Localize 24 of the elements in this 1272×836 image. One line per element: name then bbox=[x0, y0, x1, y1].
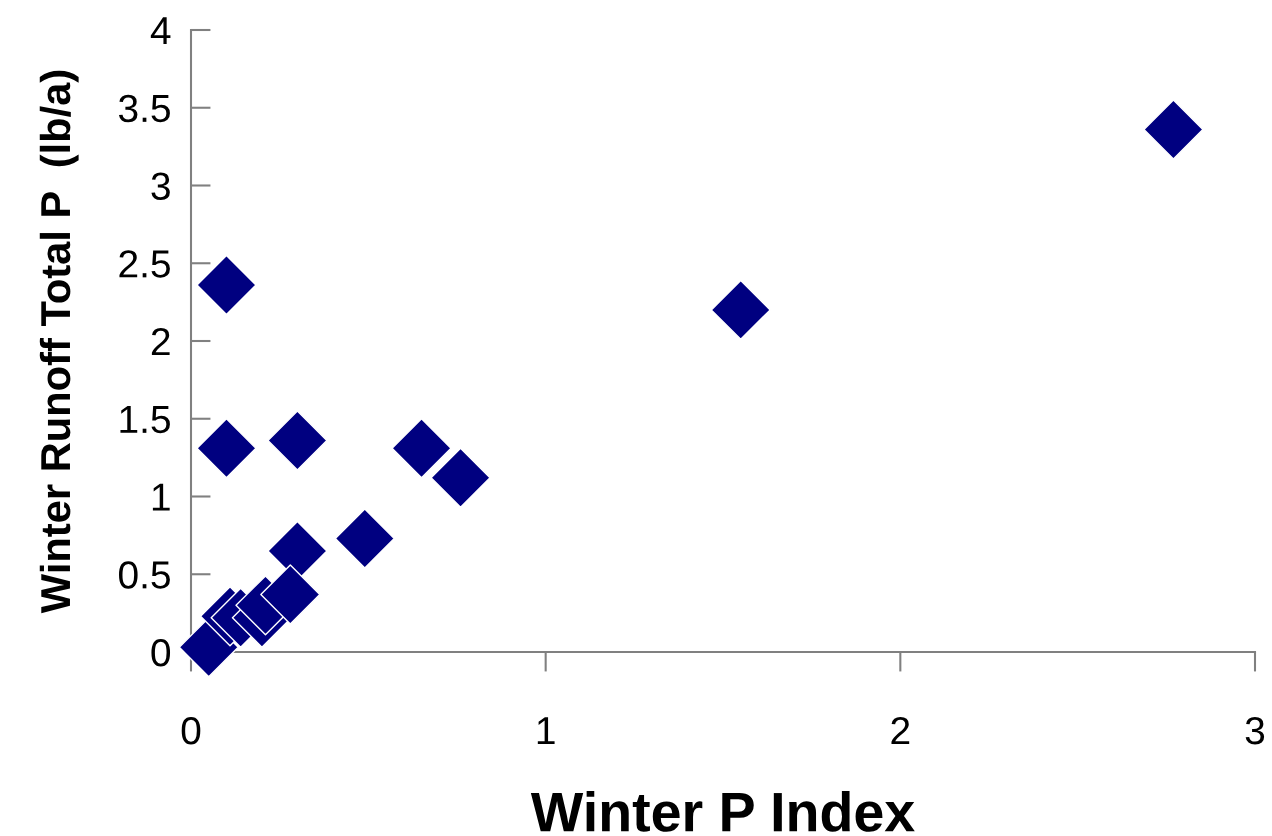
y-tick-label: 0.5 bbox=[119, 561, 170, 589]
x-tick-label: 1 bbox=[537, 717, 555, 745]
point bbox=[1143, 99, 1204, 160]
x-axis-title: Winter P Index bbox=[530, 791, 915, 832]
y-tick-label: 2 bbox=[151, 327, 170, 356]
y-axis-title: Winter Runoff Total P (lb/a) bbox=[39, 70, 79, 614]
point bbox=[710, 279, 771, 341]
x-tick-label: 2 bbox=[891, 716, 910, 745]
point bbox=[334, 508, 395, 569]
point bbox=[267, 410, 328, 471]
y-tick-label: 0 bbox=[151, 638, 171, 667]
y-tick-label: 4 bbox=[150, 17, 171, 45]
point bbox=[430, 447, 491, 508]
point bbox=[196, 418, 257, 479]
y-tick-label: 3.5 bbox=[118, 94, 170, 123]
y-tick-label: 2.5 bbox=[119, 250, 170, 278]
y-tick-label: 3 bbox=[151, 172, 170, 200]
y-tick-label: 1.5 bbox=[120, 406, 170, 434]
point bbox=[260, 564, 321, 625]
point bbox=[391, 418, 452, 479]
point bbox=[196, 254, 257, 316]
x-tick-label: 3 bbox=[1245, 716, 1265, 745]
y-tick-label: 1 bbox=[152, 483, 170, 511]
x-tick-label: 0 bbox=[181, 716, 201, 745]
